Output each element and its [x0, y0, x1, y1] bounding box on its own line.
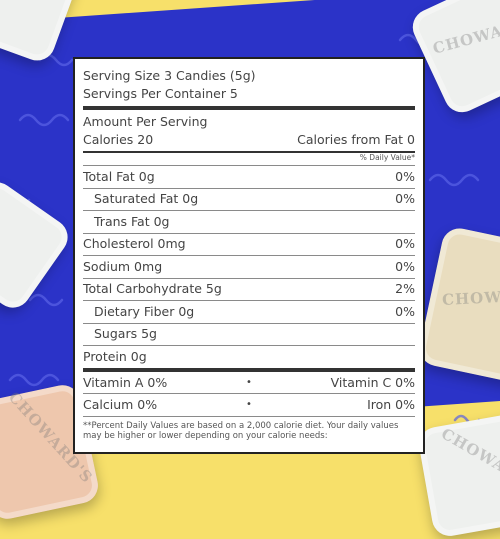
- vitamin-left: Vitamin A 0%: [83, 374, 168, 390]
- nutrient-row: Protein 0g: [83, 346, 415, 372]
- vitamin-row: Vitamin A 0% • Vitamin C 0%: [83, 372, 415, 394]
- nutrient-label: Protein 0g: [83, 348, 147, 364]
- nutrient-row: Saturated Fat 0g 0%: [83, 189, 415, 211]
- nutrient-row: Sodium 0mg 0%: [83, 256, 415, 279]
- nutrient-label: Sodium 0mg: [83, 258, 163, 274]
- amount-per-serving-text: Amount Per Serving: [83, 114, 208, 129]
- bullet-separator: •: [246, 376, 252, 388]
- nutrient-row: Total Carbohydrate 5g 2%: [83, 279, 415, 301]
- vitamin-right: Iron 0%: [367, 397, 415, 413]
- vitamin-left: Calcium 0%: [83, 397, 158, 413]
- nutrient-label: Total Fat 0g: [83, 168, 155, 184]
- nutrient-value: 0%: [395, 191, 415, 207]
- nutrient-value: 0%: [395, 168, 415, 184]
- candy-emboss-text: CHOWARD'S: [430, 10, 500, 58]
- candy-emboss-text: CHOWARD'S: [441, 284, 500, 310]
- serving-size: Serving Size 3 Candies (5g): [83, 67, 415, 85]
- footnote: **Percent Daily Values are based on a 2,…: [83, 420, 399, 441]
- nutrient-row: Trans Fat 0g: [83, 211, 415, 234]
- daily-value-header: % Daily Value*: [83, 153, 415, 166]
- servings-per-container: Servings Per Container 5: [83, 85, 415, 106]
- vitamin-right: Vitamin C 0%: [330, 374, 415, 390]
- nutrient-value: 0%: [395, 236, 415, 252]
- nutrient-label: Total Carbohydrate 5g: [83, 281, 222, 297]
- nutrient-label: Cholesterol 0mg: [83, 236, 186, 252]
- candy-emboss-text: CHOWARD'S: [438, 424, 500, 499]
- serving-size-text: Serving Size 3 Candies (5g): [83, 68, 256, 83]
- nutrient-label: Dietary Fiber 0g: [94, 303, 195, 319]
- nutrient-row: Sugars 5g: [83, 324, 415, 346]
- nutrient-row: Total Fat 0g 0%: [83, 166, 415, 189]
- servings-per-container-text: Servings Per Container 5: [83, 86, 238, 101]
- nutrient-value: 2%: [395, 281, 415, 297]
- calories-label: Calories 20: [83, 132, 154, 147]
- nutrient-row: Cholesterol 0mg 0%: [83, 234, 415, 256]
- candy-bottom-right: CHOWARD'S: [416, 411, 500, 539]
- bullet-separator: •: [246, 399, 252, 411]
- nutrient-label: Trans Fat 0g: [94, 213, 170, 229]
- amount-per-serving: Amount Per Serving: [83, 113, 415, 131]
- calories-row: Calories 20 Calories from Fat 0: [83, 131, 415, 151]
- nutrient-row: Dietary Fiber 0g 0%: [83, 301, 415, 324]
- calories-from-fat: Calories from Fat 0: [297, 132, 415, 147]
- vitamin-row: Calcium 0% • Iron 0%: [83, 394, 415, 417]
- nutrient-label: Sugars 5g: [94, 326, 157, 342]
- nutrient-value: 0%: [395, 258, 415, 274]
- nutrient-label: Saturated Fat 0g: [94, 191, 199, 207]
- nutrition-facts-label: Serving Size 3 Candies (5g) Servings Per…: [73, 57, 425, 454]
- nutrient-value: 0%: [395, 303, 415, 319]
